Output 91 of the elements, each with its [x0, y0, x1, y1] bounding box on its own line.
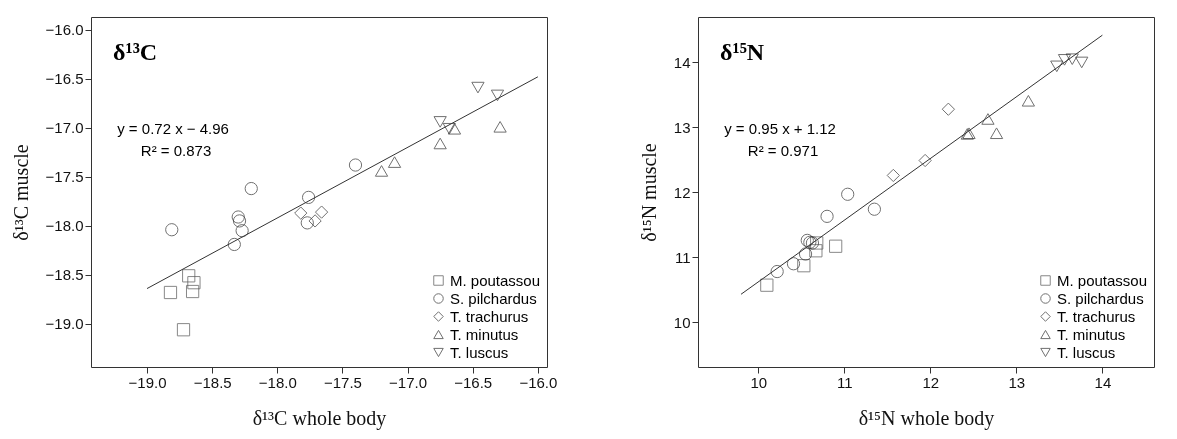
y-tick-label: −19.0 [45, 315, 84, 333]
text: δ¹⁵N [720, 39, 765, 65]
point [1075, 56, 1089, 69]
point [1057, 54, 1072, 66]
y-tick-label: −17.0 [45, 119, 84, 137]
point [820, 209, 834, 223]
x-tick-label: 11 [836, 373, 853, 391]
y-tick-label: 12 [673, 183, 691, 201]
point [300, 216, 314, 230]
point [493, 121, 507, 133]
y-tick-label: −16.0 [45, 21, 84, 39]
y-axis-title: δ¹³C muscle [9, 144, 32, 241]
point [308, 214, 322, 228]
x-tick-label: −16.0 [519, 373, 558, 391]
y-tick-label: −16.5 [45, 70, 84, 88]
x-tick-label: 10 [750, 373, 768, 391]
x-tick-label: 13 [1008, 373, 1026, 391]
point [809, 244, 823, 258]
point [176, 323, 191, 337]
y-axis-title: δ¹⁵N muscle [637, 143, 660, 242]
point [244, 181, 258, 196]
point [798, 247, 813, 261]
legend-label: T. trachurus [1057, 307, 1136, 325]
point [187, 276, 201, 290]
point [786, 257, 801, 271]
point [1021, 94, 1036, 107]
x-axis-title: δ¹³C whole body [252, 406, 387, 430]
legend-label: T. luscus [450, 343, 509, 361]
x-tick-label: 12 [922, 373, 940, 391]
point [1050, 60, 1064, 73]
annotation: R² = 0.873 [140, 142, 212, 159]
point [433, 116, 447, 128]
point [760, 278, 774, 292]
point [294, 206, 308, 220]
x-tick-label: −19.0 [128, 373, 167, 391]
point [770, 264, 784, 279]
point [941, 102, 955, 116]
point [886, 168, 900, 183]
legend-label: T. minutus [450, 325, 519, 343]
point [314, 205, 329, 219]
point [490, 89, 505, 102]
annotation: R² = 0.971 [747, 142, 819, 159]
point [433, 137, 447, 150]
annotation: y = 0.95 x + 1.12 [724, 120, 836, 137]
legend-label: T. minutus [1057, 325, 1126, 343]
y-tick-label: −18.0 [45, 217, 84, 235]
x-tick-label: −18.5 [193, 373, 232, 391]
annotation: y = 0.72 x − 4.96 [117, 120, 229, 137]
point [231, 210, 245, 224]
point [1065, 53, 1079, 66]
point [989, 127, 1004, 140]
point [163, 285, 178, 300]
x-tick-label: −17.5 [323, 373, 362, 391]
x-tick-label: −16.5 [454, 373, 493, 391]
point [232, 214, 247, 228]
y-tick-label: 13 [673, 118, 691, 136]
point [442, 122, 456, 135]
point [810, 236, 824, 250]
y-tick-label: −18.5 [45, 266, 84, 284]
point [471, 81, 485, 94]
point [227, 237, 241, 252]
point [981, 113, 995, 125]
legend-label: T. trachurus [450, 307, 529, 325]
legend-label: M. poutassou [1057, 271, 1148, 289]
x-tick-label: 14 [1094, 373, 1112, 391]
point [182, 269, 196, 283]
y-tick-label: 11 [674, 248, 691, 266]
x-tick-label: −18.0 [258, 373, 297, 391]
point [447, 122, 462, 135]
point [348, 158, 363, 172]
legend-label: T. luscus [1057, 343, 1116, 361]
point [186, 284, 200, 299]
point [918, 153, 932, 168]
legend-label: S. pilchardus [1057, 289, 1144, 307]
text: δ¹³C [113, 39, 158, 65]
point [165, 223, 179, 237]
y-tick-label: 14 [673, 53, 691, 71]
x-tick-label: −17.0 [389, 373, 428, 391]
point [841, 187, 855, 201]
point [235, 224, 249, 238]
x-axis-title: δ¹⁵N whole body [858, 406, 995, 430]
legend-label: S. pilchardus [450, 289, 537, 307]
point [867, 202, 881, 216]
y-tick-label: 10 [673, 313, 691, 331]
point [374, 165, 389, 177]
point [797, 259, 811, 273]
y-tick-label: −17.5 [45, 168, 84, 186]
point [301, 190, 316, 204]
point [387, 156, 402, 168]
point [829, 239, 843, 253]
legend-label: M. poutassou [450, 271, 541, 289]
